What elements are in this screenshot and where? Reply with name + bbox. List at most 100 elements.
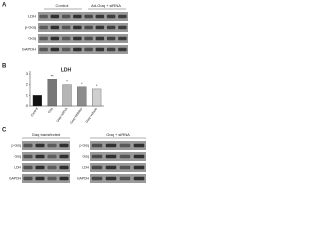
blot-band [50,25,60,30]
blot-band [61,36,71,41]
blot-band [39,14,48,19]
x-tick-label: Gαq [47,107,54,114]
blot-band [35,154,45,159]
page: A B C LDH Control Ad-Gαq + siRNA LDH p-Gαq G… [2,2,146,183]
blot-band [106,47,116,52]
blot-band [35,143,45,148]
blot-band [61,25,71,30]
blot [38,23,128,32]
blot-band [105,154,117,159]
blot [90,163,146,172]
blot-band [47,143,57,148]
blot-band [59,154,69,159]
blot-band [95,47,105,52]
row-label: p-Gαq [80,143,90,147]
row-label: p-Gαq [25,25,36,30]
blot-band [73,47,82,52]
blot-band [50,36,60,41]
blot-band [91,176,103,181]
figure: A B C LDH Control Ad-Gαq + siRNA LDH p-Gαq G… [2,3,146,183]
significance: ** [51,73,55,78]
blot-band [35,176,45,181]
blot-band [61,14,71,19]
blot-band [73,36,82,41]
blot-band [73,25,82,30]
blot-band [47,154,57,159]
row-label: GAPDH [77,176,90,180]
blot-band [95,25,105,30]
blot-band [119,176,131,181]
blot-band [119,154,131,159]
row-label: Gαq [28,36,36,41]
row-label: LDH [14,165,21,169]
blot-band [50,47,60,52]
blot [22,152,70,161]
row-label: LDH [82,165,89,169]
blot-band [84,36,93,41]
blot-band [95,14,105,19]
blot-band [133,165,145,170]
blot [90,152,146,161]
significance: * [96,83,98,88]
x-tick-label: Gαq+vehicle [85,107,99,124]
blot-band [118,14,127,19]
bar [92,88,102,107]
panel-label: B [2,64,7,70]
significance: * [66,79,68,84]
blot-band [73,14,82,19]
blot-band [133,143,145,148]
blot-band [119,165,131,170]
blot-band [119,143,131,148]
blot-band [39,25,48,30]
blot [90,141,146,150]
row-label: GAPDH [9,176,22,180]
panel-label: C [2,128,7,134]
y-tick-label: 0 [26,103,29,108]
blot-band [50,14,60,19]
blot-band [59,176,69,181]
blot-band [23,143,33,148]
significance: * [81,81,83,86]
y-tick-label: 3 [26,71,29,76]
blot-band [133,176,145,181]
blot-band [59,165,69,170]
blot-band [61,47,71,52]
blot-band [118,25,127,30]
x-tick-label: Gαq+inhibitor [69,106,84,125]
blot-band [118,36,127,41]
bar [77,86,87,107]
blot [38,12,128,21]
row-label: LDH [28,14,36,19]
chart-title: LDH [61,67,72,73]
row-label: Gαq [15,154,22,158]
blot-band [105,143,117,148]
row-label: Gαq [83,154,90,158]
blot-band [91,154,103,159]
blot [38,34,128,43]
bar [47,79,57,107]
blot-band [84,14,93,19]
blot-band [59,143,69,148]
blot-band [91,165,103,170]
blot-band [105,165,117,170]
blot-band [91,143,103,148]
column-header: Control [56,3,69,8]
blot-band [23,176,33,181]
blot-band [47,165,57,170]
y-tick-label: 2 [26,82,29,87]
blot-band [39,47,48,52]
bar [32,95,42,107]
blot-band [23,165,33,170]
blot-band [105,176,117,181]
blot [90,174,146,183]
row-label: p-Gαq [12,143,22,147]
blot [22,141,70,150]
blot-band [95,36,105,41]
x-tick-label: Control [30,107,39,118]
panel-label: A [2,3,7,9]
bar [62,84,72,107]
blot-band [35,165,45,170]
blot-band [133,154,145,159]
column-header: Ad-Gαq + siRNA [91,3,121,8]
blot-band [118,47,127,52]
